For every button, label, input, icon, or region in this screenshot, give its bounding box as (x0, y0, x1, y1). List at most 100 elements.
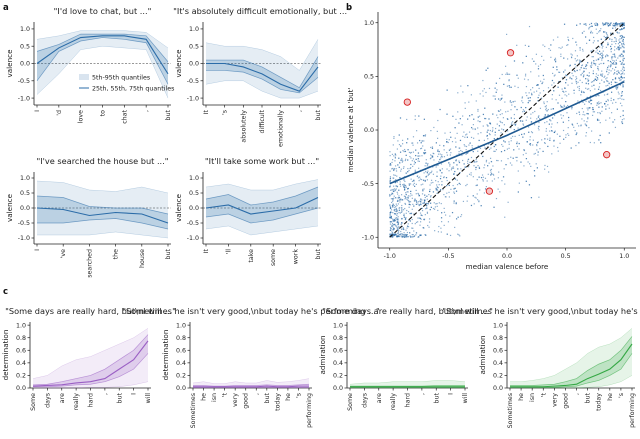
scatter-point (617, 70, 619, 72)
scatter-point (465, 145, 468, 148)
scatter-point (396, 193, 399, 195)
scatter-point (452, 167, 455, 169)
scatter-point (460, 215, 462, 218)
panel-title: "I'd love to chat, but ..." (54, 6, 152, 16)
scatter-point (392, 144, 394, 146)
scatter-point (438, 184, 440, 186)
scatter-point (542, 74, 544, 77)
scatter-point (392, 193, 394, 195)
scatter-point (597, 52, 599, 55)
scatter-point (389, 177, 392, 180)
scatter-point (395, 208, 397, 211)
scatter-point (532, 139, 534, 141)
scatter-point (611, 40, 613, 43)
scatter-point (407, 149, 409, 151)
series-line-p95 (205, 39, 319, 71)
scatter-point (563, 106, 566, 108)
scatter-point (598, 31, 600, 33)
scatter-point (392, 227, 395, 229)
scatter-point (595, 63, 597, 65)
scatter-point (590, 50, 592, 52)
scatter-point (544, 45, 546, 48)
scatter-point (607, 60, 609, 62)
scatter-point (596, 94, 598, 96)
scatter-point (514, 135, 516, 137)
scatter-point (400, 168, 402, 170)
scatter-point (607, 80, 609, 83)
scatter-point (556, 122, 559, 124)
x-tick-label: love (78, 110, 85, 123)
scatter-point (429, 190, 431, 193)
scatter-point (599, 112, 601, 114)
x-tick-label: -1.0 (384, 253, 396, 260)
scatter-point (436, 164, 438, 166)
scatter-point (393, 220, 395, 222)
scatter-point (615, 25, 617, 27)
scatter-point (563, 57, 565, 59)
scatter-point (408, 201, 410, 203)
scatter-point (584, 36, 587, 38)
scatter-point (537, 116, 540, 118)
scatter-point (456, 132, 458, 134)
scatter-point (463, 131, 465, 133)
scatter-point (417, 217, 419, 219)
scatter-point (417, 155, 419, 157)
scatter-point (593, 60, 595, 62)
scatter-point (515, 122, 517, 124)
y-tick-label: 0.8 (16, 335, 26, 342)
scatter-point (391, 192, 393, 194)
highlight-marker (485, 187, 494, 195)
scatter-point (478, 176, 480, 178)
scatter-point (605, 105, 607, 107)
scatter-point (398, 189, 400, 191)
scatter-point (501, 128, 503, 130)
scatter-point (610, 99, 612, 102)
scatter-point (594, 24, 597, 26)
scatter-point (397, 235, 399, 237)
scatter-point (498, 110, 500, 112)
scatter-point (413, 205, 415, 207)
y-axis-label: valence (5, 49, 14, 78)
scatter-point (422, 202, 424, 204)
scatter-point (457, 233, 459, 235)
x-tick-label: emotionally (278, 110, 285, 147)
scatter-point (598, 86, 600, 88)
scatter-point (419, 155, 421, 157)
scatter-point (605, 46, 608, 48)
scatter-point (421, 193, 424, 195)
scatter-point (389, 217, 391, 219)
scatter-point (396, 214, 398, 216)
scatter-point (525, 92, 527, 94)
scatter-point (395, 179, 397, 181)
scatter-point (477, 145, 479, 147)
x-tick-label: 0.5 (561, 253, 571, 260)
scatter-point (394, 174, 396, 176)
scatter-point (403, 214, 405, 217)
scatter-point (389, 193, 391, 196)
scatter-point (588, 27, 590, 29)
scatter-point (469, 161, 471, 164)
scatter-point (528, 25, 531, 28)
scatter-point (397, 197, 399, 199)
scatter-point (429, 172, 431, 174)
scatter-point (560, 106, 562, 108)
scatter-point (393, 169, 395, 172)
scatter-point (401, 143, 404, 145)
scatter-point (410, 236, 412, 238)
scatter-point (525, 85, 528, 88)
scatter-point (397, 232, 400, 234)
scatter-point (597, 88, 600, 90)
scatter-point (478, 201, 480, 203)
scatter-point (596, 77, 599, 79)
scatter-point (527, 102, 529, 104)
scatter-point (450, 136, 452, 138)
scatter-point (580, 124, 582, 126)
scatter-point (392, 234, 394, 236)
scatter-point (538, 87, 540, 90)
scatter-point (453, 173, 455, 175)
scatter-point (456, 179, 458, 181)
scatter-point (588, 101, 590, 103)
scatter-point (507, 158, 509, 160)
scatter-point (618, 72, 620, 75)
scatter-point (486, 134, 488, 137)
